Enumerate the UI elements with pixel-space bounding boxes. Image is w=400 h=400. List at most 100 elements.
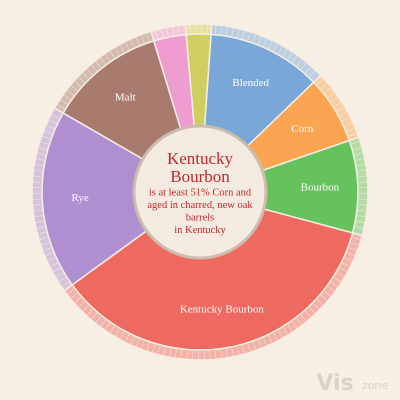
rim-hatch xyxy=(352,236,361,240)
rim-hatch xyxy=(70,85,78,92)
rim-hatch xyxy=(355,158,364,161)
rim-hatch xyxy=(169,348,172,357)
segment-label: Bourbon xyxy=(301,181,340,193)
rim-hatch xyxy=(45,252,54,257)
rim-hatch xyxy=(320,295,328,301)
rim-hatch xyxy=(114,47,120,56)
rim-hatch xyxy=(163,347,166,356)
rim-hatch xyxy=(282,49,288,57)
rim-hatch xyxy=(333,277,342,282)
rim-hatch xyxy=(214,25,217,34)
rim-hatch xyxy=(342,262,350,267)
rim-hatch xyxy=(95,316,102,323)
rim-hatch xyxy=(86,68,93,75)
rim-hatch xyxy=(220,26,223,35)
rim-hatch xyxy=(236,29,240,38)
rim-hatch xyxy=(46,125,55,129)
rim-hatch xyxy=(146,33,150,42)
rim-hatch xyxy=(231,28,234,37)
rim-hatch xyxy=(125,42,130,50)
rim-hatch xyxy=(130,39,135,48)
rim-hatch xyxy=(36,158,45,161)
rim-hatch xyxy=(278,46,283,54)
rim-hatch xyxy=(282,327,288,335)
rim-hatch xyxy=(257,339,262,348)
rim-hatch xyxy=(40,141,49,145)
rim-hatch xyxy=(125,334,130,342)
rim-hatch xyxy=(37,152,46,156)
rim-hatch xyxy=(268,335,273,343)
rim-hatch xyxy=(242,30,245,39)
segment-label: Blended xyxy=(232,77,269,89)
center-circle xyxy=(132,124,268,260)
rim-hatch xyxy=(74,81,82,87)
rim-hatch xyxy=(60,99,68,105)
rim-hatch xyxy=(296,317,302,325)
rim-hatch xyxy=(67,288,75,294)
center-description: is at least 51% Corn and xyxy=(149,187,252,198)
rim-hatch xyxy=(236,346,240,355)
segment-rim xyxy=(348,136,369,237)
rim-hatch xyxy=(350,242,359,246)
rim-hatch xyxy=(67,90,75,96)
rim-hatch xyxy=(91,64,97,72)
segment-rim xyxy=(63,231,364,361)
rim-hatch xyxy=(74,297,82,303)
rim-hatch xyxy=(358,175,367,178)
rim-hatch xyxy=(34,215,43,217)
rim-hatch xyxy=(344,122,353,127)
rim-hatch xyxy=(50,262,58,267)
segment-label: Corn xyxy=(291,123,314,135)
rim-hatch xyxy=(53,267,61,272)
rim-hatch xyxy=(333,102,342,107)
center-description: barrels xyxy=(186,212,215,223)
rim-hatch xyxy=(42,135,51,140)
rim-hatch xyxy=(43,247,52,251)
rim-hatch xyxy=(351,141,360,145)
rim-hatch xyxy=(82,72,89,79)
rim-hatch xyxy=(110,325,115,334)
rim-hatch xyxy=(166,28,169,37)
rim-hatch xyxy=(313,303,320,310)
rim-hatch xyxy=(342,117,350,122)
rim-hatch xyxy=(120,331,125,339)
rim-hatch xyxy=(263,38,267,47)
rim-hatch xyxy=(78,301,85,308)
rim-hatch xyxy=(35,220,44,223)
rim-hatch xyxy=(355,226,364,229)
rim-hatch xyxy=(38,147,47,150)
rim-hatch xyxy=(320,83,328,89)
rim-hatch xyxy=(100,319,106,327)
rim-hatch xyxy=(348,133,357,137)
rim-hatch xyxy=(324,87,331,94)
segment-rim xyxy=(184,23,213,36)
rim-hatch xyxy=(91,312,97,320)
segment-label: Rye xyxy=(72,192,89,204)
rim-hatch xyxy=(309,307,316,314)
rim-hatch xyxy=(146,342,150,351)
rim-hatch xyxy=(324,290,331,297)
rim-hatch xyxy=(330,97,338,103)
rim-hatch xyxy=(353,147,362,150)
rim-hatch xyxy=(263,337,267,346)
rim-hatch xyxy=(231,347,234,356)
rim-hatch xyxy=(287,52,293,60)
rim-hatch xyxy=(100,57,106,65)
rim-hatch xyxy=(63,94,71,100)
rim-hatch xyxy=(330,281,338,287)
rim-hatch xyxy=(292,321,298,329)
rim-hatch xyxy=(317,78,324,85)
rim-hatch xyxy=(354,152,363,156)
rim-hatch xyxy=(135,37,140,46)
rim-hatch xyxy=(175,349,177,358)
rim-hatch xyxy=(356,220,365,223)
rim-hatch xyxy=(157,345,161,354)
rim-hatch xyxy=(242,345,245,354)
rim-hatch xyxy=(292,55,298,63)
rim-hatch xyxy=(336,106,345,112)
rim-hatch xyxy=(348,247,357,251)
rim-hatch xyxy=(296,59,302,67)
segment-label: Kentucky Bourbon xyxy=(180,304,265,316)
